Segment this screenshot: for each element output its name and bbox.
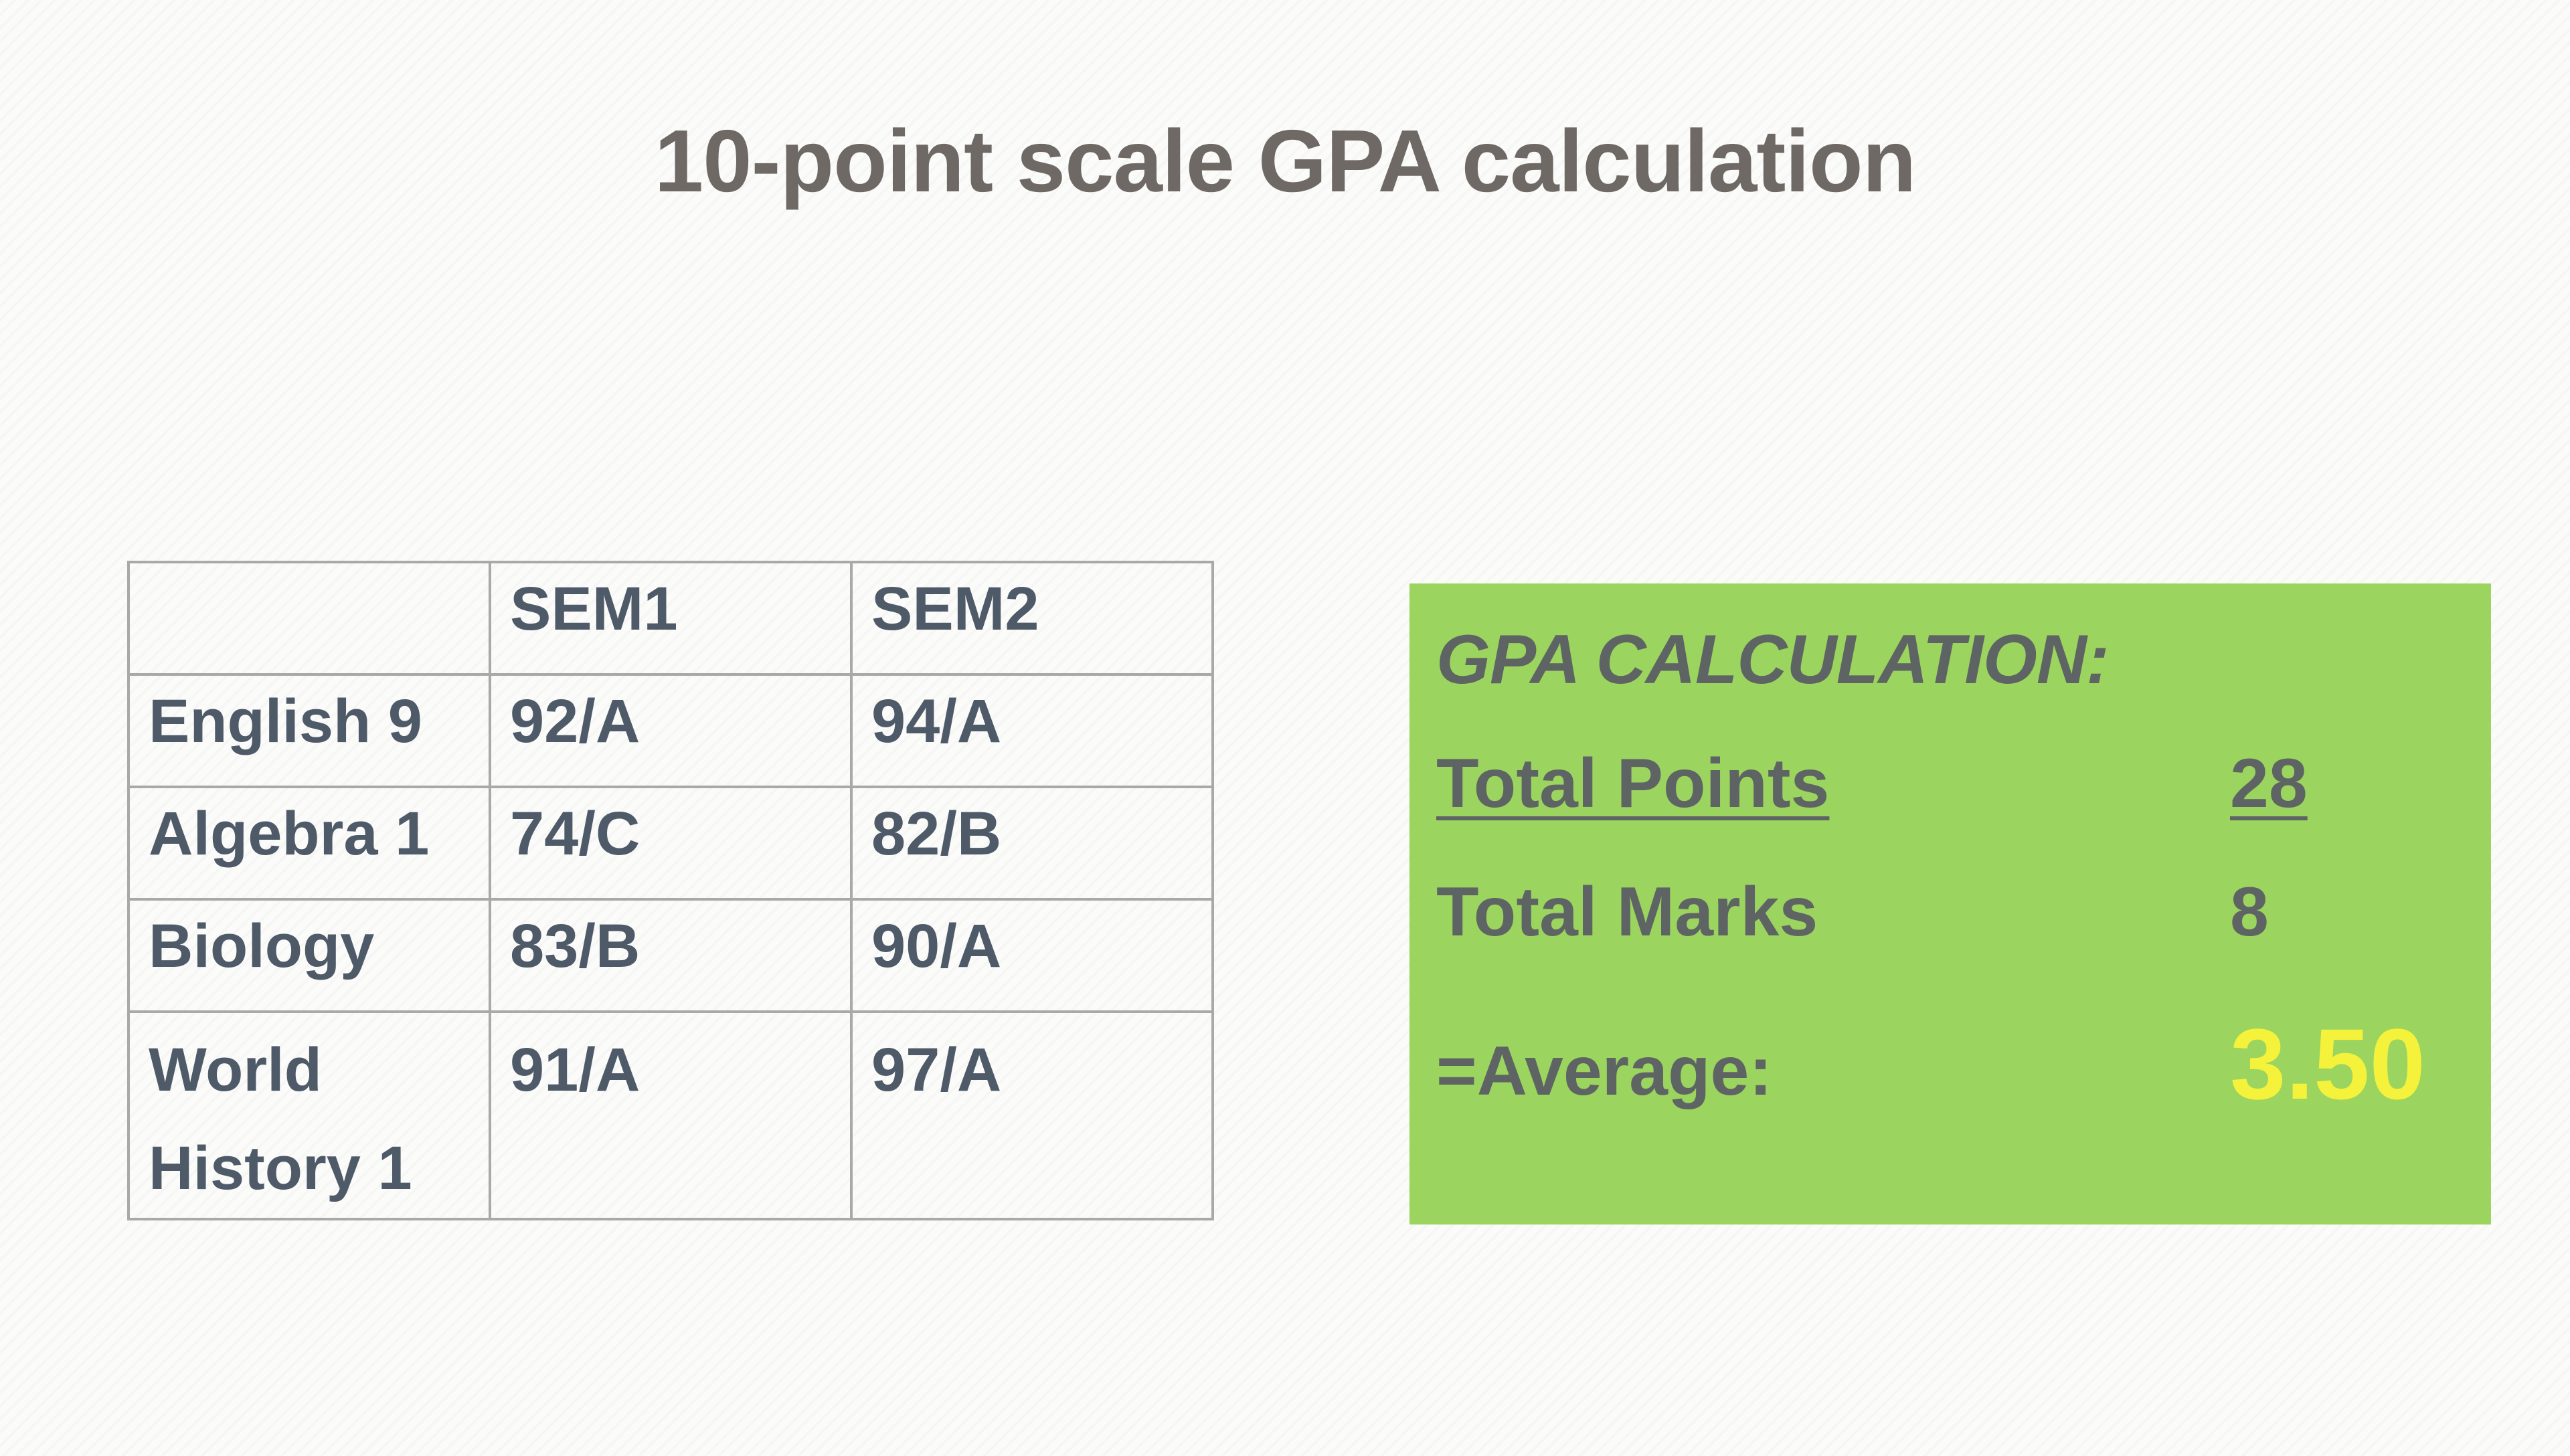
average-label: =Average: xyxy=(1436,1032,1772,1110)
subject-cell: Biology xyxy=(127,898,491,1013)
sem2-grade-cell: 90/A xyxy=(850,898,1214,1013)
subject-cell: World History 1 xyxy=(127,1010,491,1221)
gpa-heading: GPA CALCULATION: xyxy=(1436,621,2110,699)
total-marks-label: Total Marks xyxy=(1436,873,1818,951)
gpa-calculation-box: GPA CALCULATION: Total Points 28 Total M… xyxy=(1409,583,2491,1224)
table-row: Algebra 1 74/C 82/B xyxy=(127,786,1214,901)
sem2-grade-cell: 82/B xyxy=(850,786,1214,901)
sem2-grade-cell: 94/A xyxy=(850,673,1214,788)
sem1-grade-cell: 92/A xyxy=(489,673,853,788)
sem1-grade-cell: 74/C xyxy=(489,786,853,901)
sem1-grade-cell: 83/B xyxy=(489,898,853,1013)
header-cell-sem2: SEM2 xyxy=(850,561,1214,676)
total-points-value: 28 xyxy=(2230,745,2308,822)
grades-table: SEM1 SEM2 English 9 92/A 94/A Algebra 1 … xyxy=(127,561,1214,1221)
header-cell-subject xyxy=(127,561,491,676)
subject-cell: English 9 xyxy=(127,673,491,788)
header-cell-sem1: SEM1 xyxy=(489,561,853,676)
table-row: World History 1 91/A 97/A xyxy=(127,1010,1214,1221)
table-row: Biology 83/B 90/A xyxy=(127,898,1214,1013)
slide-title: 10-point scale GPA calculation xyxy=(654,112,1917,210)
total-points-label: Total Points xyxy=(1436,745,1830,822)
table-header-row: SEM1 SEM2 xyxy=(127,561,1214,676)
subject-cell: Algebra 1 xyxy=(127,786,491,901)
total-marks-value: 8 xyxy=(2230,873,2269,951)
table-row: English 9 92/A 94/A xyxy=(127,673,1214,788)
sem2-grade-cell: 97/A xyxy=(850,1010,1214,1221)
sem1-grade-cell: 91/A xyxy=(489,1010,853,1221)
average-value: 3.50 xyxy=(2230,1008,2425,1120)
